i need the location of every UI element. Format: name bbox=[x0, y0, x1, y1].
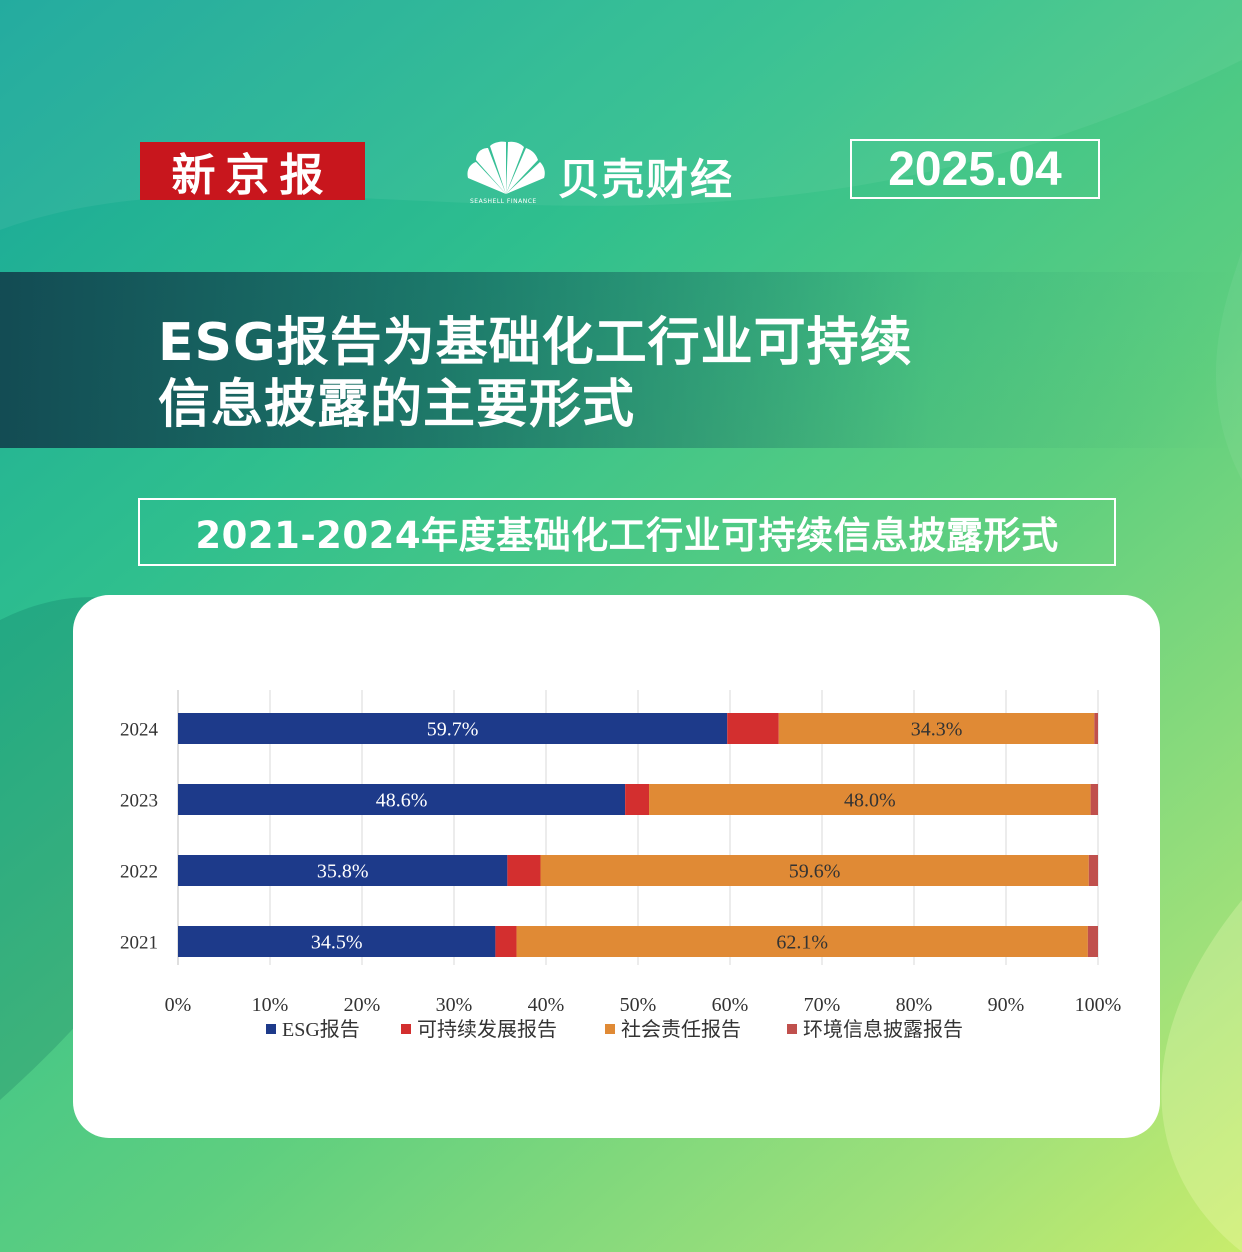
bar-segment bbox=[178, 926, 496, 957]
x-tick-label: 70% bbox=[804, 994, 841, 1016]
bar-segment bbox=[540, 855, 1089, 886]
seashell-finance-subtitle: SEASHELL FINANCE bbox=[470, 198, 537, 205]
x-tick-label: 40% bbox=[528, 994, 565, 1016]
seashell-icon bbox=[467, 141, 545, 194]
bar-segment bbox=[516, 926, 1088, 957]
x-tick-label: 100% bbox=[1075, 994, 1122, 1016]
x-tick-label: 60% bbox=[712, 994, 749, 1016]
bar-segment bbox=[778, 713, 1095, 744]
x-tick-label: 10% bbox=[252, 994, 289, 1016]
x-tick-label: 50% bbox=[620, 994, 657, 1016]
legend-swatch bbox=[266, 1024, 276, 1034]
bar-segment bbox=[649, 784, 1091, 815]
bar-segment bbox=[1090, 784, 1098, 815]
bar-segment bbox=[178, 784, 626, 815]
legend-label: ESG报告 bbox=[282, 1018, 360, 1041]
stacked-bar-chart: 0% 10% 20% 30% 40% 50% 60% 70% 80% 90% 100% 2024 59.… bbox=[120, 690, 1122, 1041]
bar-segment bbox=[1087, 926, 1098, 957]
y-tick-label: 2024 bbox=[120, 720, 159, 741]
bar-segment bbox=[495, 926, 517, 957]
bar-segment bbox=[178, 713, 728, 744]
legend-swatch bbox=[605, 1024, 615, 1034]
data-label: 35.8% bbox=[317, 861, 369, 883]
xinjingbao-logo: 新京报 bbox=[140, 142, 365, 201]
seashell-finance-logo: 贝壳财经 SEASHELL FINANCE bbox=[462, 140, 752, 210]
bar-segment bbox=[1094, 713, 1098, 744]
data-label: 59.7% bbox=[427, 719, 479, 741]
legend-swatch bbox=[787, 1024, 797, 1034]
data-label: 62.1% bbox=[776, 932, 828, 954]
bar-segment bbox=[1088, 855, 1098, 886]
data-label: 34.5% bbox=[311, 932, 363, 954]
bar-segment bbox=[625, 784, 650, 815]
data-label: 34.3% bbox=[911, 719, 963, 741]
x-tick-label: 0% bbox=[165, 994, 192, 1016]
x-tick-label: 20% bbox=[344, 994, 381, 1016]
x-tick-label: 90% bbox=[988, 994, 1025, 1016]
bar-segment bbox=[178, 855, 508, 886]
bar-segment bbox=[507, 855, 541, 886]
data-label: 48.6% bbox=[376, 790, 428, 812]
data-label: 59.6% bbox=[789, 861, 841, 883]
seashell-finance-name: 贝壳财经 bbox=[558, 155, 735, 204]
chart-card: 0% 10% 20% 30% 40% 50% 60% 70% 80% 90% 100% 2024 59.… bbox=[73, 595, 1160, 1138]
issue-date: 2025.04 bbox=[850, 139, 1100, 199]
legend-label: 环境信息披露报告 bbox=[803, 1018, 963, 1041]
x-tick-label: 80% bbox=[896, 994, 933, 1016]
data-label: 48.0% bbox=[844, 790, 896, 812]
main-title-line-2: 信息披露的主要形式 bbox=[158, 375, 636, 435]
x-tick-label: 30% bbox=[436, 994, 473, 1016]
y-tick-label: 2023 bbox=[120, 791, 158, 812]
main-title-line-1: ESG报告为基础化工行业可持续 bbox=[158, 313, 913, 373]
y-tick-label: 2021 bbox=[120, 933, 158, 954]
legend-label: 社会责任报告 bbox=[621, 1018, 741, 1041]
chart-title: 2021-2024年度基础化工行业可持续信息披露形式 bbox=[138, 498, 1116, 566]
y-tick-label: 2022 bbox=[120, 862, 158, 883]
legend-swatch bbox=[401, 1024, 411, 1034]
title-band bbox=[0, 272, 1242, 448]
bar-segment bbox=[727, 713, 779, 744]
legend-label: 可持续发展报告 bbox=[417, 1018, 557, 1041]
